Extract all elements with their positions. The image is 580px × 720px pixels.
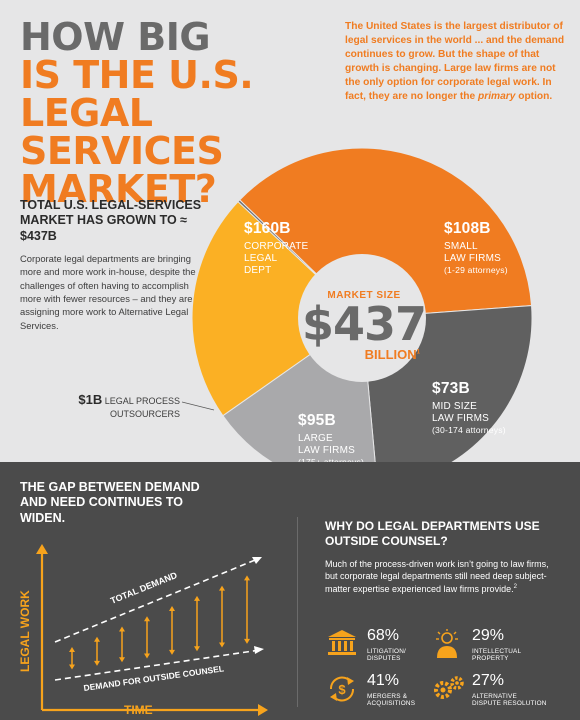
market-donut-chart [181,147,533,462]
stat-ip: 29% INTELLECTUAL PROPERTY [432,627,562,669]
stat-percent: 27% [472,672,505,689]
gap-arrow [219,585,225,648]
stat-percent: 29% [472,627,505,644]
lpo-leader-line [181,401,215,411]
slice-name-line: CORPORATE [244,240,309,252]
section-divider [297,517,298,707]
slice-amount: $160B [244,220,291,237]
slice-name-line: LAW FIRMS [298,444,355,456]
slice-label-corporate: $160B CORPORATE LEGAL DEPT [244,220,308,277]
slice-amount: $73B [432,380,470,397]
courthouse-icon [328,630,356,655]
intro-part: option. [515,91,553,103]
donut-hole [298,254,426,382]
outside-counsel-line [54,649,261,681]
slice-label-lpo: $1B LEGAL PROCESS OUTSOURCERS [64,392,180,421]
x-axis-label: TIME [124,703,153,717]
slice-name-line: LEGAL [244,252,278,264]
slice-note: (30-174 attorneys) [432,424,506,435]
gap-arrow [169,606,175,655]
stat-litigation: 68% LITIGATION/DISPUTES [327,627,457,669]
why-heading: WHY DO LEGAL DEPARTMENTS USE OUTSIDE COU… [325,519,540,548]
gap-graph: TOTAL DEMAND DEMAND FOR OUTSIDE COUNSEL … [18,544,268,717]
pie-slice-large [191,200,363,417]
why-body-text: Much of the process-driven work isn’t go… [325,559,549,594]
gap-arrow [244,575,250,644]
title-line: HOW BIG [20,15,211,59]
stat-label: INTELLECTUAL PROPERTY [472,648,521,663]
slice-name-line: SMALL [444,240,478,252]
stat-label-line: ACQUISITIONS [367,700,416,708]
stat-label: LITIGATION/DISPUTES [367,648,406,663]
stat-label-line: DISPUTES [367,655,401,663]
bottom-section: THE GAP BETWEEN DEMAND AND NEED CONTINUE… [0,462,580,720]
pie-slice-corporate [239,147,533,319]
stat-label: MERGERS & ACQUISITIONS [367,693,415,708]
slice-amount: $1B [78,392,103,407]
stat-percent: 68% [367,627,400,644]
x-axis-arrowhead [258,704,268,716]
intro-emphasis: primary [478,91,516,103]
slice-note: (1-29 attorneys) [444,264,508,275]
gears-icon [434,676,464,699]
gap-arrow [144,616,150,659]
market-size-value: $437 [301,297,427,351]
market-size-label: MARKET SIZE [327,290,401,301]
slice-name-line: LEGAL PROCESS [104,396,180,406]
slice-name-line: DEPT [244,264,272,276]
gap-arrow [194,595,200,652]
stat-label: ALTERNATIVE DISPUTE RESOLUTION [472,693,547,708]
slice-note: (175+ attorneys) [298,457,364,467]
slice-name-line: LARGE [298,432,333,444]
total-demand-line [54,557,261,643]
intro-part: The United States is the largest distrib… [345,21,565,103]
stat-mergers: $ 41% MERGERS & ACQUISITIONS [327,672,457,714]
dollar-cycle-icon: $ [329,676,355,702]
summary-heading: TOTAL U.S. LEGAL-SERVICES MARKET HAS GRO… [20,198,202,243]
stat-label-line: MERGERS & [367,693,408,700]
footnote-marker: 1 [416,349,420,356]
svg-text:$: $ [338,682,346,697]
outside-counsel-arrowhead [254,646,264,654]
y-axis-label: LEGAL WORK [18,590,32,672]
gap-arrow [94,636,100,666]
slice-name-line: LAW FIRMS [432,412,489,424]
stat-label-line: PROPERTY [472,655,509,663]
stat-label-line: INTELLECTUAL [472,648,522,655]
slice-label-mid: $73B MID SIZE LAW FIRMS (30-174 attorney… [432,380,512,435]
title-line: IS THE U.S. [20,53,254,97]
slice-name-line: OUTSOURCERS [109,408,180,419]
footnote-marker: 2 [513,583,517,590]
why-body: Much of the process-driven work isn’t go… [325,558,560,595]
stat-label-line: LITIGATION/ [367,648,407,655]
stat-percent: 41% [367,672,400,689]
slice-amount: $108B [444,220,491,237]
slice-name-line: MID SIZE [432,400,477,412]
slice-amount: $95B [298,412,336,429]
y-axis-arrowhead [36,544,48,554]
title-line: LEGAL SERVICES [20,91,224,173]
total-demand-arrowhead [252,557,262,564]
lightbulb-person-icon [436,629,458,658]
market-size-center: MARKET SIZE $437 BILLION1 [300,290,428,362]
page-title: HOW BIG IS THE U.S. LEGAL SERVICES MARKE… [20,18,320,208]
slice-label-large: $95B LARGE LAW FIRMS (175+ attorneys) [298,412,364,467]
intro-text: The United States is the largest distrib… [345,20,565,104]
gap-arrow [69,647,75,670]
gap-arrow [119,626,125,663]
slice-label-small: $108B SMALL LAW FIRMS (1-29 attorneys) [444,220,508,275]
outside-counsel-label: DEMAND FOR OUTSIDE COUNSEL [83,663,225,693]
slice-name-line: LAW FIRMS [444,252,501,264]
stat-label-line: ALTERNATIVE [472,693,517,700]
stat-label-line: DISPUTE RESOLUTION [472,700,547,708]
summary-body: Corporate legal departments are bringing… [20,253,196,331]
unit-text: BILLION [364,347,417,362]
stat-adr: 27% ALTERNATIVE DISPUTE RESOLUTION [432,672,562,714]
market-size-unit: BILLION1 [300,347,428,362]
gap-heading: THE GAP BETWEEN DEMAND AND NEED CONTINUE… [20,480,200,525]
title-line: MARKET? [20,167,217,211]
total-demand-label: TOTAL DEMAND [109,570,179,606]
